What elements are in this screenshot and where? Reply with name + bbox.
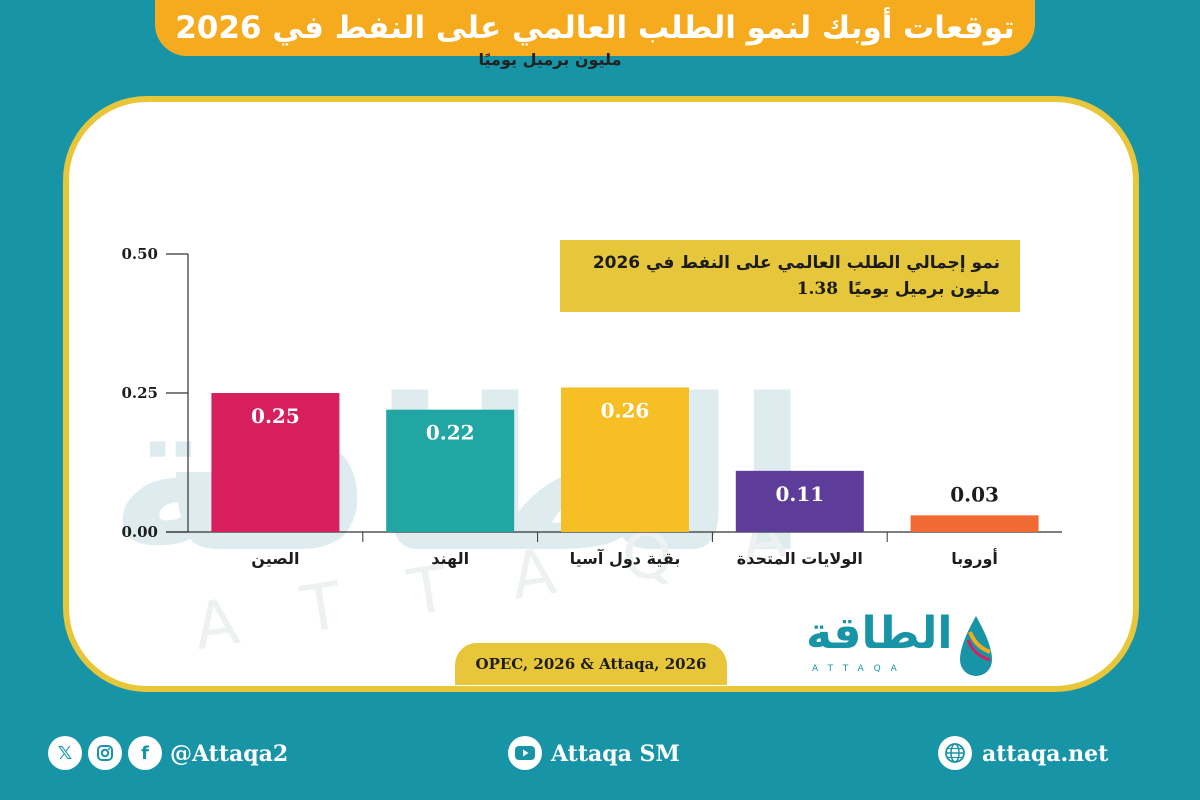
x-category-label: الولايات المتحدة: [737, 549, 863, 568]
bar-value-label: 0.25: [251, 404, 300, 428]
title-banner: توقعات أوبك لنمو الطلب العالمي على النفط…: [155, 0, 1035, 56]
x-category-label: الهند: [431, 549, 469, 568]
website-link[interactable]: attaqa.net: [982, 741, 1109, 767]
total-growth-unit: مليون برميل يوميًا: [848, 279, 1000, 299]
bar-value-label: 0.11: [775, 482, 824, 506]
attaqa-logo: الطاقة ATTAQA: [806, 608, 992, 692]
instagram-icon[interactable]: [88, 736, 122, 770]
y-tick-label: 0.25: [121, 384, 158, 402]
y-tick-label: 0.00: [121, 523, 158, 541]
bar-value-label: 0.26: [601, 398, 650, 422]
globe-icon[interactable]: [938, 736, 972, 770]
bar: [386, 409, 515, 532]
x-category-label: أوروبا: [951, 548, 998, 568]
total-growth-heading: نمو إجمالي الطلب العالمي على النفط في 20…: [592, 253, 1000, 273]
bar: [735, 470, 864, 532]
bar: [211, 393, 340, 532]
total-growth-value: 1.38: [796, 279, 839, 299]
bar-value-label: 0.03: [950, 482, 999, 506]
youtube-channel[interactable]: Attaqa SM: [551, 741, 680, 767]
facebook-icon[interactable]: f: [128, 736, 162, 770]
bar: [561, 387, 689, 532]
y-axis-unit-label: مليون برميل يوميًا: [478, 50, 622, 69]
total-growth-box: نمو إجمالي الطلب العالمي على النفط في 20…: [560, 240, 1020, 312]
drop-icon: [960, 616, 992, 676]
bar: [910, 515, 1039, 532]
source-label: OPEC, 2026 & Attaqa, 2026: [455, 643, 727, 685]
total-growth-value-row: 1.38 مليون برميل يوميًا: [797, 279, 1000, 299]
y-tick-label: 0.50: [121, 245, 158, 263]
youtube-icon[interactable]: [508, 736, 542, 770]
logo-arabic-text: الطاقة: [806, 608, 953, 659]
logo-latin-text: ATTAQA: [812, 664, 907, 674]
chart-title: توقعات أوبك لنمو الطلب العالمي على النفط…: [175, 10, 1015, 46]
social-handle[interactable]: @Attaqa2: [170, 741, 289, 767]
bar-value-label: 0.22: [426, 421, 475, 445]
x-icon[interactable]: 𝕏: [48, 736, 82, 770]
x-category-label: الصين: [251, 549, 299, 568]
x-category-label: بقية دول آسيا: [570, 548, 681, 568]
